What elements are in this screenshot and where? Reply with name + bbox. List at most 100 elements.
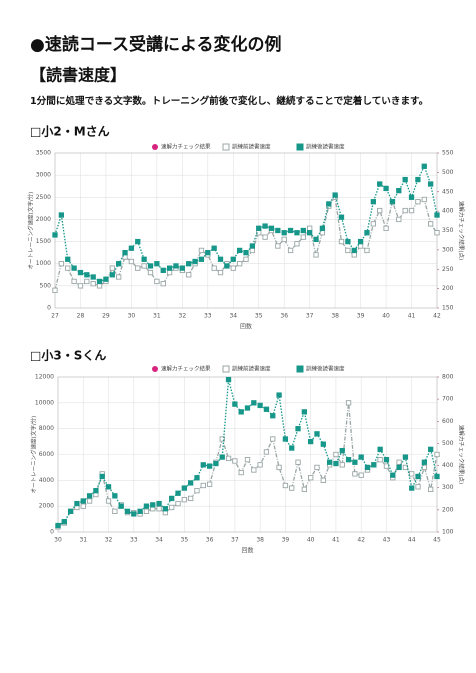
- data-point: [217, 269, 224, 276]
- data-point: [116, 274, 122, 280]
- data-point: [256, 225, 262, 231]
- data-point: [99, 473, 105, 480]
- data-point: [77, 269, 84, 276]
- data-point: [320, 477, 326, 483]
- data-point: [415, 484, 421, 490]
- data-point: [77, 283, 84, 289]
- data-point: [236, 261, 243, 267]
- y2-tick-label: 350: [442, 227, 454, 234]
- data-point: [428, 486, 434, 493]
- data-point: [390, 472, 396, 478]
- data-point: [244, 457, 251, 463]
- data-point: [262, 234, 268, 240]
- data-point: [289, 485, 295, 491]
- data-point: [192, 258, 198, 265]
- data-point: [154, 261, 160, 267]
- y-axis-label: オートレーニング速度(文字/分): [27, 192, 35, 270]
- y-tick-label: 10000: [35, 399, 54, 406]
- data-point: [217, 256, 224, 262]
- data-point: [263, 406, 270, 412]
- data-point: [96, 283, 103, 289]
- legend-swatch: [296, 365, 304, 373]
- data-point: [112, 508, 118, 514]
- data-point: [427, 181, 434, 187]
- data-point: [230, 256, 236, 262]
- data-point: [275, 243, 281, 249]
- data-point: [52, 287, 58, 293]
- data-point: [86, 498, 93, 504]
- data-point: [345, 457, 352, 463]
- page-title: ●速読コース受講による変化の例: [30, 34, 281, 55]
- y-tick-label: 12000: [35, 374, 54, 381]
- data-point: [143, 503, 150, 509]
- y2-tick-label: 450: [442, 188, 454, 195]
- data-point: [408, 194, 415, 200]
- data-point: [263, 449, 270, 455]
- data-point: [205, 249, 211, 256]
- series-line: [57, 379, 438, 527]
- data-point: [186, 272, 192, 278]
- data-point: [84, 272, 90, 278]
- data-point: [434, 473, 440, 480]
- data-point: [173, 263, 179, 269]
- y2-axis-label: 速解力チェック結果(点): [458, 201, 466, 260]
- x-tick-label: 34: [155, 537, 163, 544]
- data-point: [243, 249, 249, 256]
- data-point: [396, 216, 402, 223]
- data-point: [96, 278, 103, 285]
- data-point: [166, 269, 173, 276]
- data-point: [428, 446, 434, 452]
- y2-tick-label: 200: [442, 506, 454, 513]
- data-point: [244, 405, 251, 411]
- data-point: [308, 475, 314, 481]
- data-point: [352, 459, 358, 465]
- x-tick-label: 31: [153, 313, 161, 320]
- data-point: [232, 401, 238, 407]
- data-point: [427, 221, 434, 227]
- data-point: [58, 261, 65, 267]
- y2-tick-label: 700: [442, 396, 454, 403]
- x-axis-label: 回数: [241, 547, 253, 555]
- x-tick-label: 34: [229, 313, 237, 320]
- data-point: [105, 484, 112, 490]
- data-point: [314, 431, 320, 437]
- y-tick-label: 6000: [39, 451, 54, 458]
- x-tick-label: 41: [332, 537, 340, 544]
- x-tick-label: 37: [306, 313, 314, 320]
- data-point: [109, 272, 115, 278]
- legend-label: 訓練後読書速度: [306, 143, 345, 151]
- x-tick-label: 38: [256, 537, 264, 544]
- data-point: [294, 241, 300, 247]
- data-point: [71, 265, 77, 271]
- data-point: [370, 199, 376, 205]
- data-point: [65, 265, 71, 271]
- y2-tick-label: 100: [442, 529, 454, 536]
- y-axis-label: オートレーニング速度(文字/分): [30, 416, 38, 494]
- data-point: [160, 267, 166, 274]
- description: 1分間に処理できる文字数。トレーニング前後で変化し、継続することで定着していきま…: [30, 95, 428, 107]
- data-point: [156, 506, 162, 512]
- data-point: [338, 214, 345, 220]
- data-point: [150, 502, 156, 508]
- x-tick-label: 32: [179, 313, 187, 320]
- data-point: [281, 236, 287, 243]
- data-point: [122, 249, 128, 256]
- x-tick-label: 39: [357, 313, 365, 320]
- data-point: [358, 472, 364, 478]
- data-point: [181, 497, 187, 503]
- data-point: [319, 225, 326, 231]
- data-point: [198, 256, 205, 262]
- data-point: [389, 199, 396, 205]
- data-point: [200, 482, 206, 489]
- data-point: [71, 278, 77, 285]
- data-point: [268, 225, 275, 231]
- data-point: [243, 256, 249, 262]
- x-tick-label: 29: [102, 313, 110, 320]
- legend-swatch: [152, 366, 158, 372]
- x-tick-label: 40: [382, 313, 390, 320]
- data-point: [370, 221, 376, 227]
- data-point: [358, 454, 364, 460]
- data-point: [434, 451, 440, 458]
- data-point: [65, 256, 71, 262]
- data-point: [257, 402, 263, 409]
